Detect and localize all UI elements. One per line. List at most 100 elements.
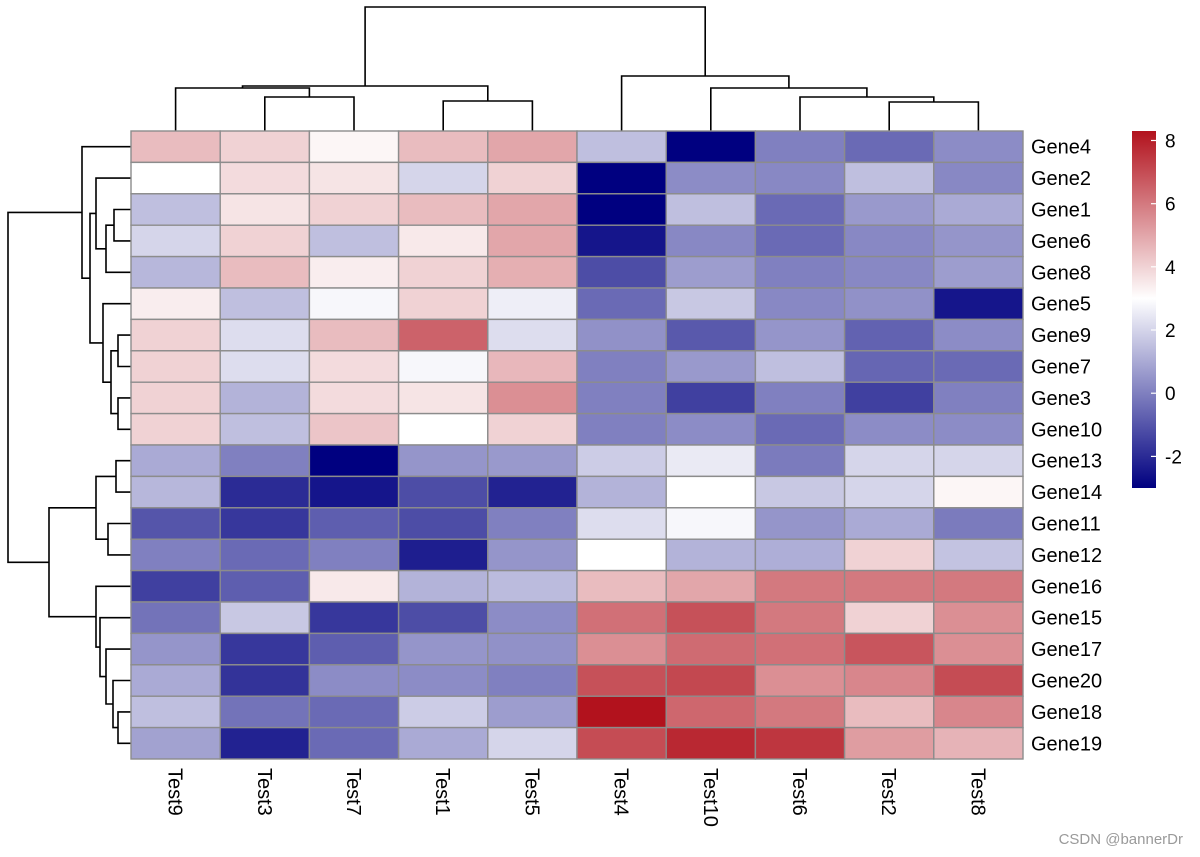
heatmap-cell [576,193,667,226]
heatmap-cell [665,601,757,635]
heatmap-cell [130,350,221,383]
heatmap-cell [308,664,400,697]
heatmap-cell [754,193,846,226]
heatmap-cell [933,350,1024,383]
heatmap-cell [308,130,400,164]
row-label: Gene6 [1031,231,1091,253]
heatmap-cell [576,130,667,164]
column-label: Test8 [966,768,988,816]
heatmap-cell [754,318,846,352]
row-labels: Gene4 Gene2 Gene1 Gene6 Gene8 Gene5 Gene9 Gene7… [1031,137,1102,756]
heatmap-cell [130,507,221,540]
heatmap-cell [843,632,935,666]
heatmap-cell [397,569,489,603]
heatmap-cell [754,695,846,729]
heatmap-cell [665,161,757,195]
row-dendrogram-link [99,616,131,678]
colorbar-ticks: -2 0 2 4 6 8 [1151,132,1182,468]
row-dendrogram-link [7,211,82,564]
heatmap-cell [397,412,489,446]
colorbar-tick-label: 2 [1165,321,1176,342]
heatmap-cell [665,695,757,729]
heatmap-cell [665,538,757,572]
heatmap-cell [219,444,311,478]
row-label: Gene1 [1031,200,1091,222]
row-label: Gene2 [1031,168,1091,190]
heatmap-cell [487,318,578,352]
heatmap-cell [576,664,667,697]
heatmap-cell [933,695,1024,729]
heatmap-cell [665,444,757,478]
heatmap-cell [933,507,1024,540]
heatmap-cell [219,507,311,540]
heatmap-cell [754,350,846,383]
heatmap-cell [576,569,667,603]
heatmap-cell [308,444,400,478]
heatmap-cell [130,161,221,195]
heatmap-cell [487,130,578,164]
heatmap-cell [576,350,667,383]
heatmap-cell [665,664,757,697]
heatmap-cell [843,726,935,760]
heatmap-cell [933,444,1024,478]
heatmap-cell [754,726,846,760]
row-dendrogram-link [48,507,96,618]
heatmap-cell [487,601,578,635]
heatmap-cell [843,161,935,195]
heatmap-cell [665,350,757,383]
heatmap-cell [219,601,311,635]
heatmap-cell [219,664,311,697]
heatmap-cell [397,664,489,697]
heatmap-cell [397,161,489,195]
heatmap-cell [130,224,221,258]
heatmap-cell [576,381,667,415]
heatmap-cell [754,161,846,195]
heatmap-cell [576,255,667,289]
heatmap-cell [487,287,578,321]
heatmap-cell [308,381,400,415]
heatmap-cell [754,569,846,603]
heatmap-cell [308,161,400,195]
row-label: Gene12 [1031,545,1102,567]
heatmap-cell [397,538,489,572]
heatmap-cell [397,224,489,258]
row-dendrogram [7,145,131,745]
heatmap-cell [754,381,846,415]
heatmap-cell [487,224,578,258]
heatmap-cell [843,444,935,478]
column-label: Test5 [520,768,542,816]
row-label: Gene14 [1031,482,1102,504]
heatmap-cell [487,255,578,289]
heatmap-cell [397,318,489,352]
heatmap-cell [576,507,667,540]
heatmap-cell [754,130,846,164]
heatmap-cell [933,569,1024,603]
heatmap-cell [130,538,221,572]
heatmap-cell [308,632,400,666]
heatmap-cell [665,412,757,446]
heatmap-cell [487,632,578,666]
heatmap-cell [397,255,489,289]
heatmap-cell [843,255,935,289]
row-dendrogram-link [107,522,131,556]
heatmap-cell [219,318,311,352]
heatmap-cell [308,224,400,258]
heatmap-cell [933,287,1024,321]
heatmap-cell [933,193,1024,226]
heatmap-cell [933,475,1024,509]
heatmap-cell [130,726,221,760]
heatmap-cell [665,224,757,258]
heatmap-cell [487,726,578,760]
heatmap-cell [397,130,489,164]
heatmap-cell [219,475,311,509]
heatmap-cell [843,193,935,226]
heatmap-cell [130,664,221,697]
heatmap-cell [308,412,400,446]
row-dendrogram-link [95,475,116,540]
heatmap-cell [933,664,1024,697]
heatmap-cell [487,569,578,603]
column-dendrogram-link [174,87,311,131]
heatmap-cell [933,412,1024,446]
heatmap-cell [933,255,1024,289]
row-dendrogram-link [102,302,131,383]
